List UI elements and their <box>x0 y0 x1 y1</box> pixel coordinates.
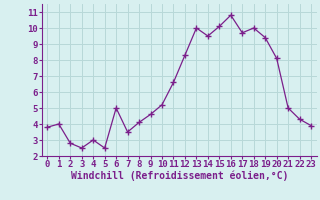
X-axis label: Windchill (Refroidissement éolien,°C): Windchill (Refroidissement éolien,°C) <box>70 171 288 181</box>
